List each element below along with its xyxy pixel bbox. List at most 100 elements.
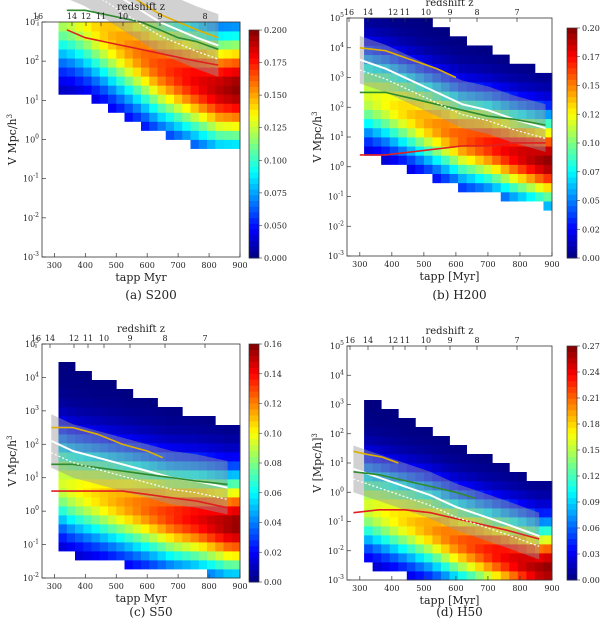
heatmap-cell [75, 551, 84, 561]
heatmap-cell [449, 562, 459, 572]
heatmap-cell [389, 100, 399, 110]
colorbar-segment [567, 154, 577, 161]
heatmap-cell [509, 91, 519, 101]
heatmap-cell [423, 454, 433, 464]
heatmap-cell [83, 434, 92, 444]
heatmap-cell [149, 112, 158, 122]
heatmap-cell [215, 67, 224, 77]
heatmap-cell [492, 481, 502, 491]
heatmap-cell [66, 31, 76, 41]
heatmap-cell [406, 63, 416, 74]
colorbar-segment [567, 416, 577, 423]
heatmap-cell [141, 425, 150, 435]
heatmap-cell [440, 146, 450, 156]
colorbar-segment [567, 97, 577, 104]
heatmap-cell [99, 425, 109, 435]
heatmap-cell [141, 461, 150, 471]
heatmap-cell [543, 191, 553, 202]
heatmap-cell [534, 535, 544, 545]
series-line-red [353, 508, 540, 540]
heatmap-cell [406, 18, 416, 28]
colorbar-segment [249, 391, 259, 399]
colorbar-segment [567, 217, 577, 224]
heatmap-cell [132, 398, 142, 408]
heatmap-cell [165, 470, 175, 480]
heatmap-cell [509, 118, 519, 129]
heatmap-cell [231, 479, 241, 489]
heatmap-cell [526, 481, 536, 491]
heatmap-cell [372, 418, 382, 428]
heatmap-cell [526, 571, 536, 581]
heatmap-cell [66, 67, 76, 77]
y-tick-base: 10 [330, 14, 340, 23]
heatmap-cell [223, 461, 233, 471]
heatmap-cell [500, 182, 510, 193]
x-tick-label: 500 [109, 261, 124, 270]
heatmap-cell [174, 551, 183, 561]
heatmap-cell [372, 454, 382, 464]
heatmap-cell [449, 118, 459, 129]
heatmap-cell [124, 22, 134, 32]
colorbar: 0.270.240.210.180.150.120.090.060.030.00 [566, 342, 600, 585]
heatmap-cell [231, 524, 241, 534]
x-tick-label: 500 [109, 582, 124, 591]
heatmap-cell [364, 400, 374, 410]
colorbar-segment [567, 189, 577, 196]
heatmap-cell [132, 31, 142, 41]
heatmap-cell [91, 425, 101, 435]
heatmap-cell [509, 146, 519, 156]
heatmap-cell [124, 416, 134, 426]
heatmap-cell [141, 551, 150, 561]
heatmap-cell [231, 551, 241, 561]
heatmap-cell [415, 463, 425, 473]
heatmap-cell [207, 425, 216, 435]
heatmap-cell [215, 139, 224, 149]
heatmap-cell [58, 380, 68, 390]
heatmap-cell [432, 82, 442, 92]
heatmap-cell [190, 139, 200, 149]
heatmap-cell [132, 58, 142, 68]
heatmap-cell [231, 58, 241, 68]
heatmap-cell [364, 82, 374, 92]
heatmap-cell [483, 54, 493, 65]
heatmap-cell [526, 63, 536, 74]
heatmap-cell [423, 472, 433, 482]
heatmap-cell [190, 506, 200, 516]
heatmap-cell [75, 515, 84, 525]
colorbar-segment [249, 486, 259, 494]
heatmap-cell [364, 499, 374, 509]
colorbar-tick-label: 0.175 [264, 59, 287, 68]
heatmap-cell [83, 515, 92, 525]
colorbar-segment [567, 556, 577, 563]
heatmap-cell [492, 82, 502, 92]
heatmap-cell [58, 49, 68, 59]
x-tick-label: 600 [448, 584, 463, 593]
heatmap-cell [149, 425, 158, 435]
heatmap-cell [381, 100, 391, 110]
heatmap-cell [449, 45, 459, 56]
heatmap-cell [406, 508, 416, 518]
heatmap-cell [198, 22, 208, 32]
y-tick-base: 10 [330, 44, 340, 53]
heatmap-cell [389, 562, 399, 572]
heatmap-cell [432, 27, 442, 37]
heatmap-cell [492, 100, 502, 110]
heatmap-cell [466, 137, 476, 147]
heatmap-cell [190, 67, 200, 77]
heatmap-cell [207, 94, 216, 104]
heatmap-cell [406, 481, 416, 491]
heatmap-cell [91, 380, 101, 390]
heatmap-cell [492, 535, 502, 545]
colorbar-segment [567, 131, 577, 138]
heatmap-cell [231, 130, 241, 140]
heatmap-cell [149, 67, 158, 77]
heatmap-cell [223, 139, 233, 149]
heatmap-cell [466, 499, 476, 509]
colorbar-tick-label: 0.00 [582, 576, 600, 585]
heatmap-cell [157, 551, 167, 561]
heatmap-cell [372, 127, 382, 138]
heatmap-cell [398, 146, 408, 156]
heatmap-cell [517, 490, 527, 500]
y-tick-exp: 4 [340, 369, 344, 376]
heatmap-cell [372, 109, 382, 120]
